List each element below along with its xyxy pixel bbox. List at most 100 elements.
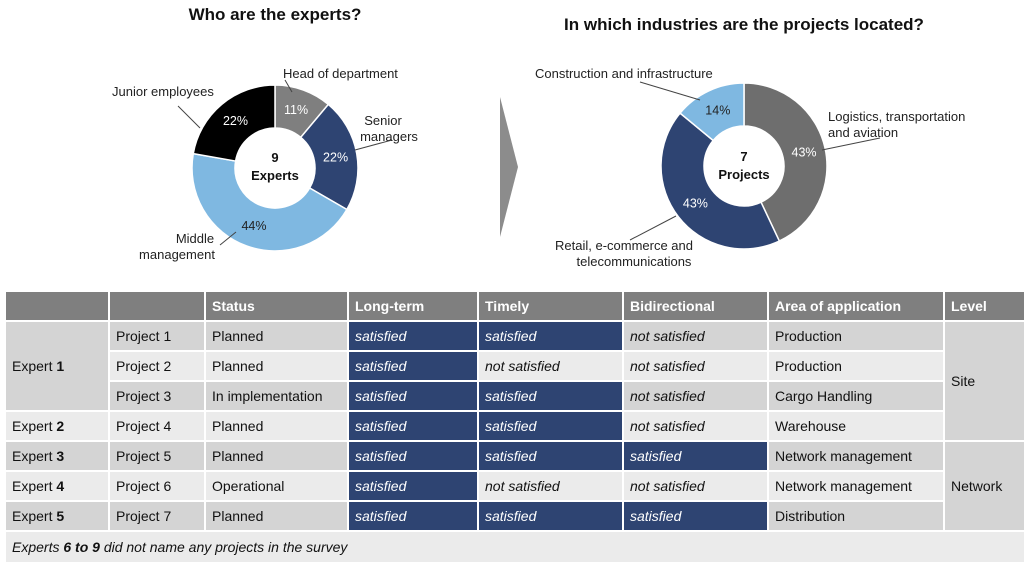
cell-expert: Expert 4 bbox=[6, 472, 108, 500]
cell-project: Project 2 bbox=[110, 352, 204, 380]
cell-long-term: satisfied bbox=[349, 472, 477, 500]
label-senior-managers-1: Senior bbox=[364, 113, 402, 128]
table-row: Expert 3 Project 5 Planned satisfied sat… bbox=[6, 442, 1024, 530]
cell-long-term: satisfied bbox=[349, 322, 477, 350]
cell-status: Planned bbox=[206, 412, 347, 440]
cell-long-term: satisfied bbox=[349, 442, 477, 470]
cell-bidirectional: not satisfied bbox=[624, 382, 767, 410]
header-expert bbox=[6, 292, 108, 320]
cell-timely: satisfied bbox=[479, 502, 622, 530]
cell-level-site: Site bbox=[945, 322, 1024, 440]
projects-center-count: 7 bbox=[740, 149, 747, 164]
chart-2-title: In which industries are the projects loc… bbox=[564, 15, 924, 34]
cell-bidirectional: not satisfied bbox=[624, 472, 767, 500]
cell-timely: satisfied bbox=[479, 382, 622, 410]
label-senior-managers-2: managers bbox=[360, 129, 418, 144]
industries-donut: 43% 43% 14% bbox=[660, 82, 828, 250]
cell-expert: Expert 5 bbox=[6, 502, 108, 530]
cell-project: Project 7 bbox=[110, 502, 204, 530]
cell-long-term: satisfied bbox=[349, 412, 477, 440]
label-retail-1: Retail, e-commerce and bbox=[555, 238, 693, 253]
label-head-of-department: Head of department bbox=[283, 66, 398, 81]
donut-slice bbox=[743, 82, 828, 243]
label-construction: Construction and infrastructure bbox=[535, 66, 713, 81]
cell-project: Project 1 bbox=[110, 322, 204, 350]
slice-percent-label: 14% bbox=[705, 103, 730, 117]
slice-percent-label: 43% bbox=[683, 197, 708, 211]
cell-status: Planned bbox=[206, 322, 347, 350]
label-middle-management-2: management bbox=[139, 247, 215, 262]
slice-percent-label: 22% bbox=[223, 114, 248, 128]
table-footnote: Experts 6 to 9 did not name any projects… bbox=[6, 532, 1024, 562]
table-row: Expert 4 Project 6 Operational satisfied… bbox=[6, 472, 1024, 500]
table-header-row: Status Long-term Timely Bidirectional Ar… bbox=[6, 292, 1024, 320]
header-level: Level bbox=[945, 292, 1024, 320]
cell-project: Project 6 bbox=[110, 472, 204, 500]
donut-slice bbox=[191, 152, 348, 252]
projects-center-label: Projects bbox=[718, 167, 769, 182]
cell-status: Planned bbox=[206, 502, 347, 530]
cell-bidirectional: satisfied bbox=[624, 502, 767, 530]
cell-bidirectional: not satisfied bbox=[624, 352, 767, 380]
charts-area: Who are the experts? In which industries… bbox=[112, 5, 965, 269]
cell-area: Production bbox=[769, 322, 943, 350]
cell-bidirectional: satisfied bbox=[624, 442, 767, 470]
cell-area: Cargo Handling bbox=[769, 382, 943, 410]
cell-area: Warehouse bbox=[769, 412, 943, 440]
donut-slice bbox=[660, 112, 781, 250]
table-row: Expert 2 Project 4 Planned satisfied sat… bbox=[6, 412, 1024, 440]
donut-slice bbox=[299, 103, 359, 211]
cell-timely: not satisfied bbox=[479, 472, 622, 500]
cell-project: Project 3 bbox=[110, 382, 204, 410]
table-row: Project 2 Planned satisfied not satisfie… bbox=[6, 352, 1024, 380]
label-retail-2: telecommunications bbox=[577, 254, 692, 269]
donut-slice bbox=[192, 84, 276, 162]
cell-area: Production bbox=[769, 352, 943, 380]
cell-timely: satisfied bbox=[479, 322, 622, 350]
slice-percent-label: 43% bbox=[792, 146, 817, 160]
label-middle-management-1: Middle bbox=[176, 231, 214, 246]
leader-lines bbox=[177, 79, 881, 246]
label-logistics-1: Logistics, transportation bbox=[828, 109, 965, 124]
cell-status: Operational bbox=[206, 472, 347, 500]
slice-percent-label: 22% bbox=[323, 150, 348, 164]
table-row: Expert 1 Project 1 Planned satisfied sat… bbox=[6, 322, 1024, 440]
label-logistics-2: and aviation bbox=[828, 125, 898, 140]
experts-donut: 11% 22% 44% 22% bbox=[191, 84, 359, 252]
cell-expert: Expert 3 bbox=[6, 442, 108, 470]
slice-percent-label: 44% bbox=[241, 219, 266, 233]
cell-bidirectional: not satisfied bbox=[624, 322, 767, 350]
cell-long-term: satisfied bbox=[349, 502, 477, 530]
header-bidirectional: Bidirectional bbox=[624, 292, 767, 320]
cell-area: Distribution bbox=[769, 502, 943, 530]
table-row: Project 3 In implementation satisfied sa… bbox=[6, 382, 1024, 410]
cell-expert: Expert 2 bbox=[6, 412, 108, 440]
chart-1-title: Who are the experts? bbox=[189, 5, 362, 24]
experts-center-label: Experts bbox=[251, 168, 299, 183]
cell-status: Planned bbox=[206, 442, 347, 470]
cell-project: Project 4 bbox=[110, 412, 204, 440]
cell-status: Planned bbox=[206, 352, 347, 380]
cell-project: Project 5 bbox=[110, 442, 204, 470]
cell-long-term: satisfied bbox=[349, 352, 477, 380]
arrow-divider bbox=[500, 97, 518, 237]
cell-timely: not satisfied bbox=[479, 352, 622, 380]
label-junior-employees: Junior employees bbox=[112, 84, 214, 99]
header-timely: Timely bbox=[479, 292, 622, 320]
cell-timely: satisfied bbox=[479, 442, 622, 470]
experts-center-count: 9 bbox=[271, 150, 278, 165]
cell-area: Network management bbox=[769, 472, 943, 500]
header-project bbox=[110, 292, 204, 320]
cell-area: Network management bbox=[769, 442, 943, 470]
cell-level-network: Network bbox=[945, 442, 1024, 530]
cell-expert: Expert 1 bbox=[6, 322, 108, 410]
cell-long-term: satisfied bbox=[349, 382, 477, 410]
slice-percent-label: 11% bbox=[284, 103, 308, 117]
cell-status: In implementation bbox=[206, 382, 347, 410]
projects-table: Status Long-term Timely Bidirectional Ar… bbox=[4, 290, 1024, 564]
table-row: Expert 5 Project 7 Planned satisfied sat… bbox=[6, 502, 1024, 530]
cell-bidirectional: not satisfied bbox=[624, 412, 767, 440]
header-area: Area of application bbox=[769, 292, 943, 320]
table-footnote-row: Experts 6 to 9 did not name any projects… bbox=[6, 532, 1024, 562]
header-long-term: Long-term bbox=[349, 292, 477, 320]
